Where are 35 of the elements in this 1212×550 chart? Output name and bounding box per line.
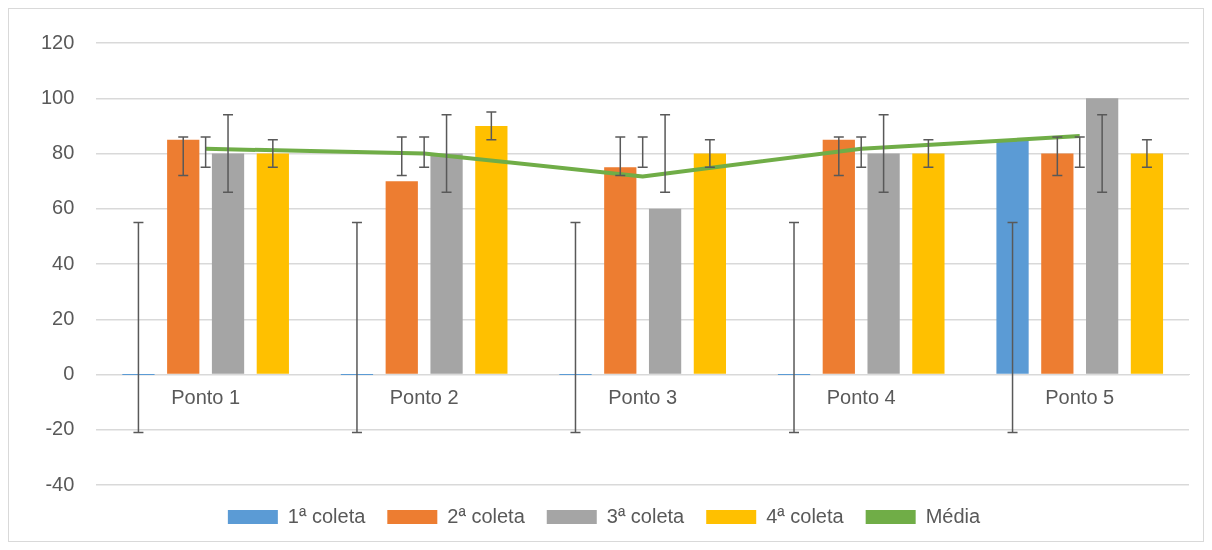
- bar: [604, 167, 637, 374]
- bar: [385, 181, 418, 374]
- y-tick-label: 120: [40, 30, 75, 53]
- legend-label: 4ª coleta: [766, 504, 845, 527]
- bar: [867, 153, 900, 374]
- bar: [1130, 153, 1164, 374]
- y-tick-label: 80: [52, 141, 75, 164]
- x-tick-label: Ponto 2: [389, 386, 459, 409]
- y-tick-label: 60: [52, 196, 75, 219]
- bar: [1041, 153, 1074, 374]
- bar: [1086, 98, 1119, 374]
- y-tick-label: 100: [40, 85, 75, 108]
- y-tick-label: 20: [52, 306, 75, 329]
- bar: [996, 139, 1029, 374]
- bar: [693, 153, 727, 374]
- legend-label: Média: [925, 504, 982, 527]
- bar: [912, 153, 945, 374]
- legend-label: 2ª coleta: [447, 504, 526, 527]
- x-tick-label: Ponto 3: [608, 386, 678, 409]
- legend-label: 1ª coleta: [287, 504, 367, 527]
- y-tick-label: 0: [63, 362, 75, 385]
- y-tick-label: -20: [45, 417, 75, 440]
- x-tick-label: Ponto 1: [171, 386, 241, 409]
- bar: [167, 139, 200, 374]
- y-tick-label: 40: [52, 251, 75, 274]
- bar: [648, 208, 682, 374]
- bar: [211, 153, 245, 374]
- bar: [475, 125, 508, 374]
- y-tick-label: -40: [45, 472, 75, 495]
- bar: [256, 153, 289, 374]
- bar: [822, 139, 855, 374]
- x-tick-label: Ponto 4: [826, 386, 896, 409]
- x-tick-label: Ponto 5: [1045, 386, 1115, 409]
- legend-label: 3ª coleta: [606, 504, 686, 527]
- bar: [430, 153, 463, 374]
